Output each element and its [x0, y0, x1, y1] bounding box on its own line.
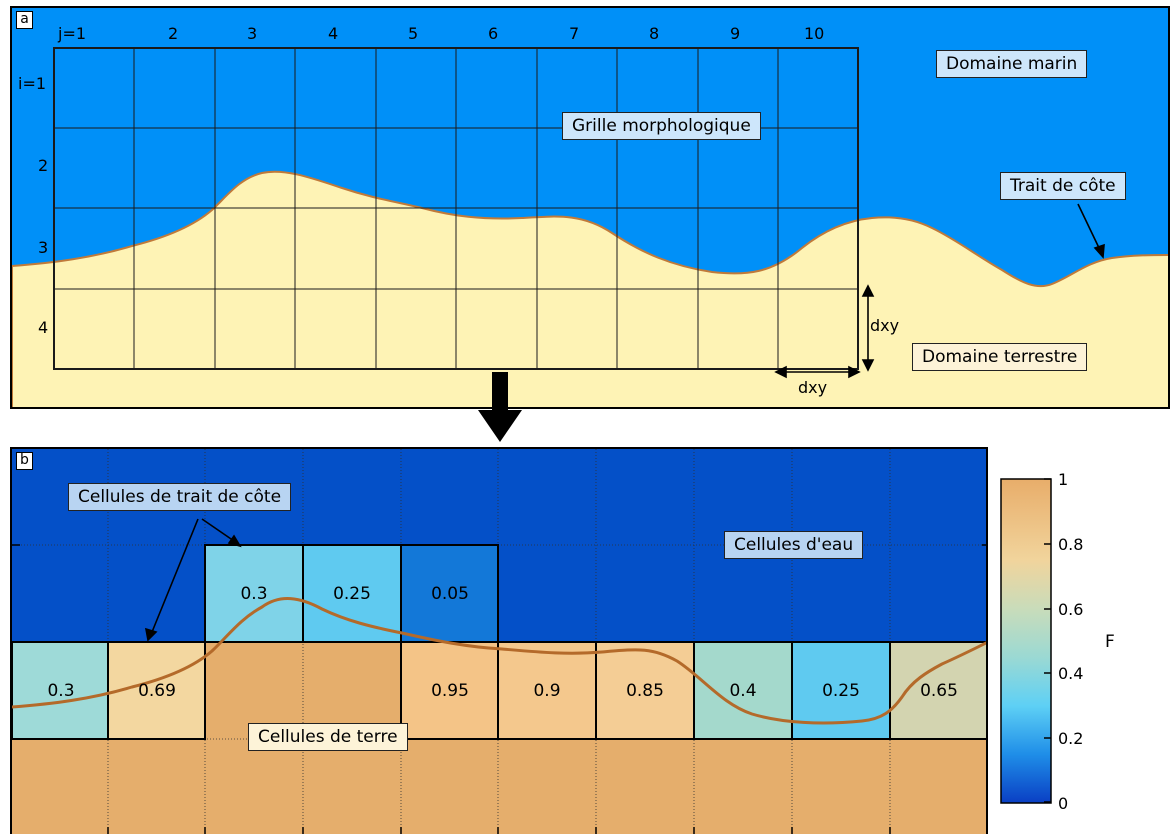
bottom-ticks [12, 544, 986, 834]
col-label: 2 [168, 24, 179, 43]
panel-b: b Cellules de trait de côte Cellules d'e… [10, 447, 988, 834]
col-label: 9 [730, 24, 741, 43]
cell-value: 0.85 [626, 681, 664, 701]
cell-value: 0.9 [533, 681, 561, 701]
coast-pointer [1077, 203, 1105, 259]
land-cells-area [12, 739, 986, 834]
colorbar [1000, 478, 1052, 804]
coast-cell [401, 545, 498, 642]
cell-value: 0.25 [822, 681, 860, 701]
coast-cell [303, 545, 401, 642]
cell-value: 0.3 [240, 584, 268, 604]
coastline [12, 597, 986, 725]
panel-a: a j=1 2 3 4 5 6 7 8 9 10 i=1 2 3 4 Grill… [10, 6, 1170, 409]
cell-value: 0.25 [333, 584, 371, 604]
cell-value: 0.65 [920, 681, 958, 701]
col-label: 3 [247, 24, 258, 43]
panel-b-tag: b [16, 452, 33, 470]
colorbar-label: F [1105, 632, 1115, 652]
coast-label: Trait de côte [1000, 172, 1126, 200]
panel-b-drawing [12, 449, 986, 834]
land-area [12, 170, 1168, 407]
colorbar-tick: 0 [1058, 794, 1069, 813]
land-label: Domaine terrestre [912, 343, 1088, 371]
cell-value: 0.3 [47, 681, 75, 701]
col-label: 4 [328, 24, 339, 43]
land-cells-label: Cellules de terre [248, 723, 408, 751]
dxy-horizontal-label: dxy [798, 378, 828, 397]
cell-value: 0.95 [431, 681, 469, 701]
cell-value: 0.4 [729, 681, 757, 701]
coast-cell [498, 642, 596, 739]
cell-value: 0.05 [431, 584, 469, 604]
grid-label: Grille morphologique [562, 112, 761, 140]
col-label: j=1 [58, 24, 87, 43]
col-label: 8 [649, 24, 660, 43]
coast-cell [596, 642, 694, 739]
row-label: 4 [38, 318, 49, 337]
colorbar-tick: 0.4 [1058, 664, 1084, 683]
coast-cell-pointers [144, 518, 242, 642]
coast-cell [694, 642, 792, 739]
water-cells-label: Cellules d'eau [724, 531, 864, 559]
cell-value: 0.69 [138, 681, 176, 701]
coast-cell [12, 642, 108, 739]
colorbar-tick: 1 [1058, 470, 1069, 489]
dxy-arrows [774, 284, 875, 379]
colorbar-tick: 0.8 [1058, 535, 1084, 554]
col-label: 5 [408, 24, 419, 43]
dxy-vertical-label: dxy [870, 316, 900, 335]
col-label: 10 [804, 24, 825, 43]
colorbar-tick: 0.6 [1058, 600, 1084, 619]
row-label: 2 [38, 156, 49, 175]
down-arrow-icon [478, 372, 522, 442]
coast-cell [205, 545, 303, 642]
coast-cell-borders [12, 544, 986, 740]
coast-cells-label: Cellules de trait de côte [68, 483, 292, 511]
col-label: 6 [488, 24, 499, 43]
col-label: 7 [569, 24, 580, 43]
colorbar-tick: 0.2 [1058, 729, 1084, 748]
panel-a-tag: a [16, 11, 33, 29]
row-label: 3 [38, 238, 49, 257]
row-label: i=1 [18, 74, 47, 93]
coast-cell [401, 642, 498, 739]
sea-label: Domaine marin [936, 50, 1088, 78]
